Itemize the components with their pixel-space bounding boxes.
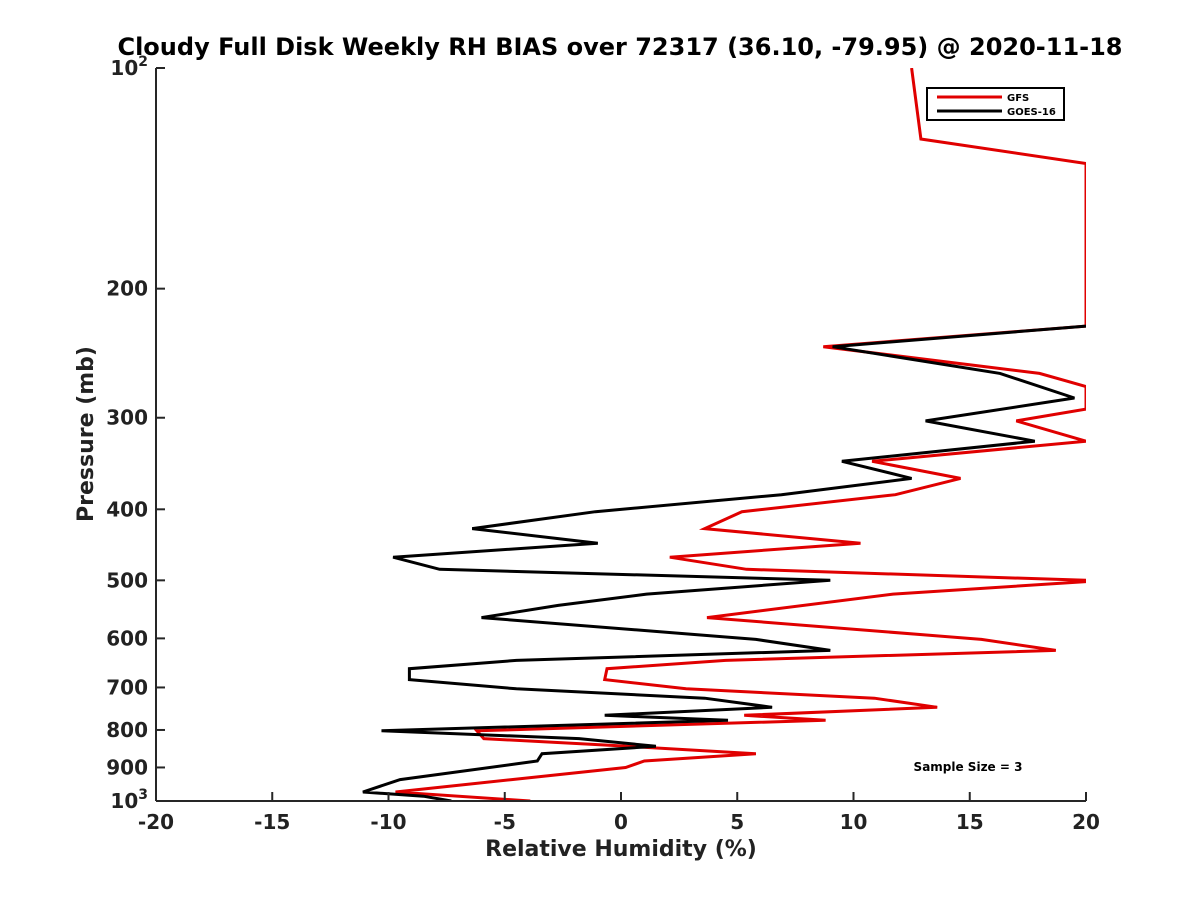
x-tick-label: -20 <box>138 810 174 834</box>
y-tick-label: 300 <box>106 406 148 430</box>
sample-size-annotation: Sample Size = 3 <box>914 760 1023 774</box>
legend: GFS GOES-16 <box>926 87 1065 121</box>
x-tick-label: 10 <box>840 810 868 834</box>
y-tick-label: 800 <box>106 718 148 742</box>
x-tick-label: -10 <box>370 810 406 834</box>
y-tick-label: 103 <box>110 787 148 813</box>
y-tick-label: 600 <box>106 626 148 650</box>
y-axis-label: Pressure (mb) <box>74 346 99 522</box>
x-ticks: -20 -15 -10 -5 0 5 10 15 20 <box>138 792 1100 834</box>
series-line-0 <box>395 68 1086 801</box>
legend-label-1: GOES-16 <box>1007 107 1056 118</box>
y-tick-label: 200 <box>106 277 148 301</box>
x-tick-label: 20 <box>1072 810 1100 834</box>
y-ticks: 200 300 400 500 600 700 800 900 102 103 <box>106 54 165 813</box>
x-tick-label: -5 <box>494 810 516 834</box>
x-tick-label: 5 <box>730 810 744 834</box>
x-tick-label: 15 <box>956 810 984 834</box>
legend-label-0: GFS <box>1007 93 1029 104</box>
chart-title: Cloudy Full Disk Weekly RH BIAS over 723… <box>117 33 1122 61</box>
x-axis-label: Relative Humidity (%) <box>485 837 757 862</box>
x-tick-label: 0 <box>614 810 628 834</box>
y-tick-label: 900 <box>106 755 148 779</box>
y-tick-label: 700 <box>106 675 148 699</box>
y-tick-label: 102 <box>110 54 148 80</box>
y-tick-label: 400 <box>106 497 148 521</box>
y-tick-label: 500 <box>106 568 148 592</box>
x-tick-label: -15 <box>254 810 290 834</box>
series-line-1 <box>362 324 1086 801</box>
legend-box <box>926 87 1065 121</box>
series-layer <box>362 68 1086 801</box>
